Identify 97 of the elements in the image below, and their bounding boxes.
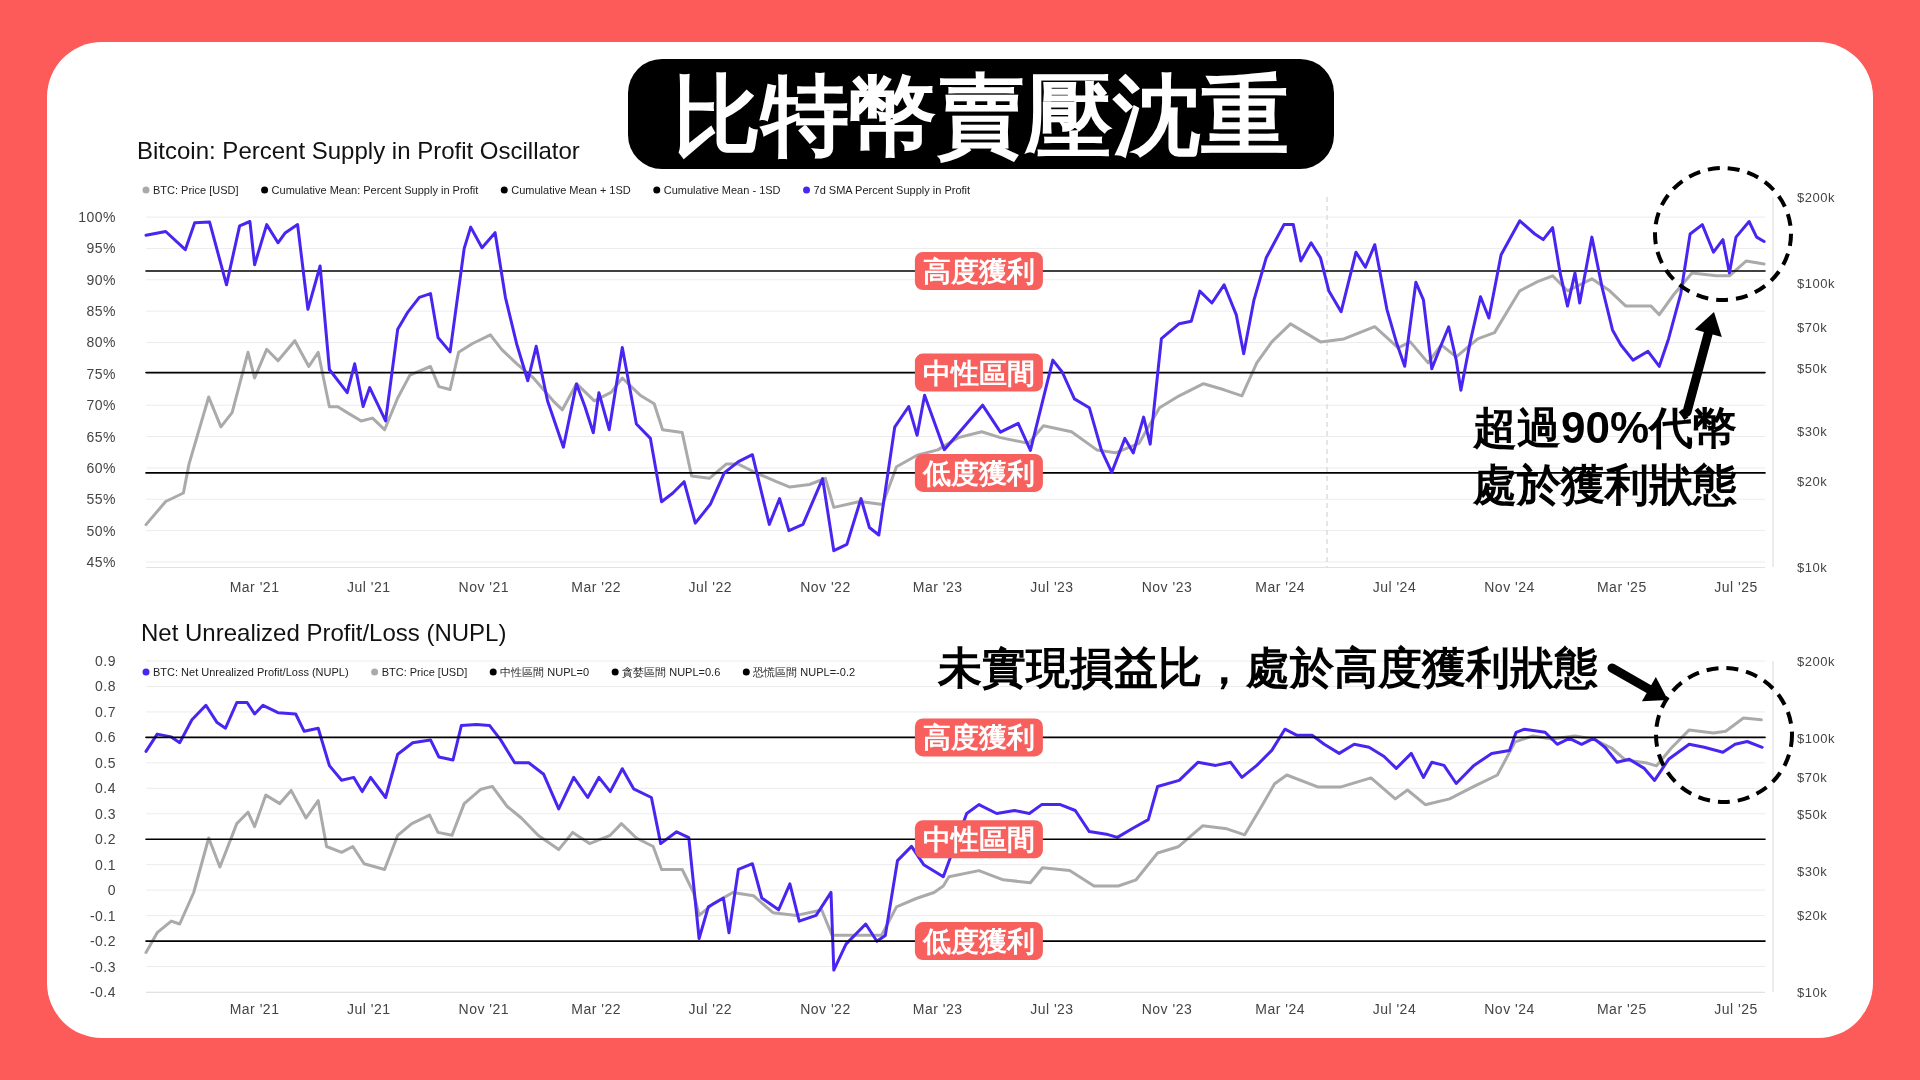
x-tick-label: Jul '25 [1714,579,1758,595]
x-tick-label: Mar '24 [1255,1001,1306,1017]
y-tick-label: 0.4 [95,780,116,797]
y-tick-label: 100% [78,209,116,226]
y2-tick-label: $100k [1797,275,1835,291]
legend-label: 7d SMA Percent Supply in Profit [813,184,971,196]
legend-label: BTC: Net Unrealized Profit/Loss (NUPL) [153,666,349,678]
y-tick-label: 0.2 [95,831,116,848]
x-tick-label: Mar '21 [229,579,280,595]
annotation: 中性區間 [922,824,1035,856]
y-tick-label: 0.3 [95,805,116,822]
annotation: 中性區間 [922,357,1035,389]
label: 高度獲利 [914,252,1043,290]
label: 低度獲利 [914,453,1043,492]
y-tick-label: -0.2 [89,933,116,950]
y-tick-label: 95% [86,240,116,257]
label: 低度獲利 [914,922,1043,961]
legend-label: 貪婪區間 NUPL=0.6 [622,666,721,678]
x-tick-label: Nov '23 [1141,579,1193,595]
legend-label: 恐慌區間 NUPL=-0.2 [752,666,856,678]
y-tick-label: 0.5 [95,754,116,771]
x-tick-label: Mar '24 [1255,579,1306,595]
y2-tick-label: $30k [1797,424,1828,440]
y2-tick-label: $50k [1797,361,1828,377]
legend-label: Cumulative Mean - 1SD [663,184,781,196]
y2-tick-label: $100k [1797,730,1835,746]
annotation: 高度獲利 [922,722,1035,754]
y-tick-label: 90% [86,271,116,288]
y-tick-label: -0.3 [89,958,116,975]
y2-tick-label: $70k [1797,319,1828,335]
chart-title: 比特幣賣壓沈重 [673,66,1289,165]
legend-label: BTC: Price [USD] [381,666,468,678]
x-tick-label: Jul '25 [1714,1001,1758,1017]
y-tick-label: 70% [86,397,116,414]
x-tick-label: Jul '24 [1372,579,1417,595]
annotation: 低度獲利 [921,457,1035,489]
x-tick-label: Mar '21 [229,1001,280,1017]
x-tick-label: Mar '23 [912,1001,963,1017]
y2-tick-label: $200k [1797,654,1835,669]
chart-subtitle: Bitcoin: Percent Supply in Profit Oscillator [137,137,580,164]
y2-tick-label: $20k [1797,474,1828,490]
y-tick-label: -0.1 [89,907,116,924]
x-tick-label: Nov '23 [1141,1001,1193,1017]
legend-label: Cumulative Mean + 1SD [511,184,631,196]
y-tick-label: 0.7 [95,703,116,720]
y2-tick-label: $50k [1797,807,1828,823]
y-tick-label: 0.9 [95,653,116,669]
x-tick-label: Mar '25 [1596,579,1647,595]
y-tick-label: 85% [86,303,116,320]
y-tick-label: 0.6 [95,729,116,746]
y-tick-label: 55% [86,491,116,508]
x-tick-label: Nov '21 [458,1001,510,1017]
legend-label: BTC: Price [USD] [153,184,239,196]
annotation: 低度獲利 [921,926,1035,958]
y-tick-label: 75% [86,365,116,382]
annotation: 超過90%代幣 [1471,403,1738,452]
label: 中性區間 [914,820,1043,859]
x-tick-label: Jul '21 [346,579,391,595]
y-tick-label: 0 [107,882,116,899]
x-tick-label: Nov '24 [1484,579,1535,595]
chart-title: Net Unrealized Profit/Loss (NUPL) [141,619,507,646]
y2-tick-label: $70k [1797,770,1828,785]
legend-label: Cumulative Mean: Percent Supply in Profit [271,184,479,196]
x-tick-label: Jul '24 [1372,1001,1417,1017]
legend-label: 中性區間 NUPL=0 [500,666,590,678]
y2-tick-label: $10k [1797,560,1828,575]
label: 高度獲利 [914,718,1043,757]
title: 比特幣賣壓沈重 [628,59,1334,169]
y-tick-label: 0.8 [95,678,116,695]
y-tick-label: -0.4 [89,984,116,1000]
y-tick-label: 50% [86,522,116,539]
x-tick-label: Jul '23 [1030,579,1074,595]
annotation: 未實現損益比，處於高度獲利狀態 [937,643,1598,692]
y-tick-label: 65% [86,428,116,445]
x-tick-label: Mar '22 [571,579,622,595]
x-tick-label: Nov '22 [800,579,851,595]
y-tick-label: 60% [86,459,116,476]
x-tick-label: Jul '23 [1030,1001,1074,1017]
x-tick-label: Nov '22 [800,1001,851,1017]
y2-tick-label: $30k [1797,863,1828,879]
x-tick-label: Jul '21 [346,1001,391,1017]
y2-tick-label: $200k [1797,190,1835,205]
y-tick-label: 80% [86,334,116,351]
x-tick-label: Jul '22 [688,579,733,595]
y2-tick-label: $10k [1797,985,1828,1000]
x-tick-label: Mar '25 [1596,1001,1647,1017]
label: 中性區間 [914,353,1043,392]
x-tick-label: Mar '22 [571,1001,622,1017]
y2-tick-label: $20k [1797,908,1828,924]
x-tick-label: Nov '21 [458,579,510,595]
y-tick-label: 0.1 [95,856,116,873]
annotation: 高度獲利 [922,256,1035,287]
x-tick-label: Nov '24 [1484,1001,1535,1017]
y-tick-label: 45% [86,553,116,570]
annotation: 處於獲利狀態 [1472,460,1737,509]
x-tick-label: Mar '23 [912,579,963,595]
x-tick-label: Jul '22 [688,1001,733,1017]
